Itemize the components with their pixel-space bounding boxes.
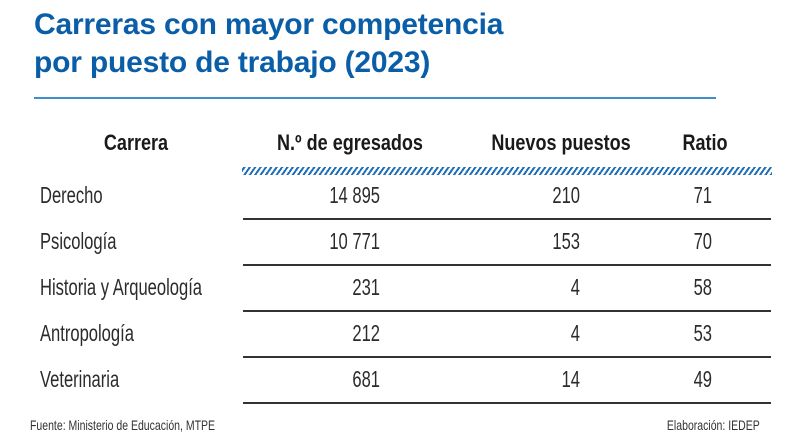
title-line-2: por puesto de trabajo (2023) xyxy=(34,46,431,79)
source-note: Fuente: Ministerio de Educación, MTPE xyxy=(30,417,216,433)
cell-carrera: Veterinaria xyxy=(40,366,120,392)
cell-ratio: 49 xyxy=(693,366,712,392)
cell-carrera: Antropología xyxy=(40,320,134,346)
table-row: Antropología 212 4 53 xyxy=(0,313,800,359)
cell-egresados: 10 771 xyxy=(329,228,380,254)
cell-nuevos-puestos: 14 xyxy=(561,366,580,392)
row-separator xyxy=(243,218,771,220)
cell-nuevos-puestos: 4 xyxy=(570,274,580,300)
table-body: Derecho 14 895 210 71 Psicología 10 771 153 70 H… xyxy=(0,175,800,405)
column-header-nuevos-puestos: Nuevos puestos xyxy=(491,130,631,155)
cell-carrera: Psicología xyxy=(40,228,117,254)
cell-carrera: Historia y Arqueología xyxy=(40,274,203,300)
title-line-1: Carreras con mayor competencia xyxy=(34,8,504,41)
cell-egresados: 231 xyxy=(352,274,380,300)
cell-ratio: 58 xyxy=(693,274,712,300)
row-separator xyxy=(243,402,771,404)
table-row: Derecho 14 895 210 71 xyxy=(0,175,800,221)
cell-egresados: 14 895 xyxy=(329,182,380,208)
cell-nuevos-puestos: 210 xyxy=(552,182,580,208)
cell-carrera: Derecho xyxy=(40,182,103,208)
cell-nuevos-puestos: 153 xyxy=(552,228,580,254)
column-header-ratio: Ratio xyxy=(682,130,728,155)
cell-ratio: 53 xyxy=(693,320,712,346)
header-hatched-divider xyxy=(242,167,772,175)
row-separator xyxy=(243,356,771,358)
row-separator xyxy=(243,264,771,266)
cell-ratio: 70 xyxy=(693,228,712,254)
table-row: Historia y Arqueología 231 4 58 xyxy=(0,267,800,313)
row-separator xyxy=(243,310,771,312)
column-header-egresados: N.º de egresados xyxy=(277,130,423,155)
table-row: Psicología 10 771 153 70 xyxy=(0,221,800,267)
column-header-carrera: Carrera xyxy=(103,130,169,155)
cell-egresados: 212 xyxy=(352,320,380,346)
table-row: Veterinaria 681 14 49 xyxy=(0,359,800,405)
credit-note: Elaboración: IEDEP xyxy=(667,417,760,433)
cell-egresados: 681 xyxy=(352,366,380,392)
cell-nuevos-puestos: 4 xyxy=(570,320,580,346)
title-divider xyxy=(34,97,716,99)
cell-ratio: 71 xyxy=(693,182,712,208)
chart-title: Carreras con mayor competencia por puest… xyxy=(34,6,503,82)
